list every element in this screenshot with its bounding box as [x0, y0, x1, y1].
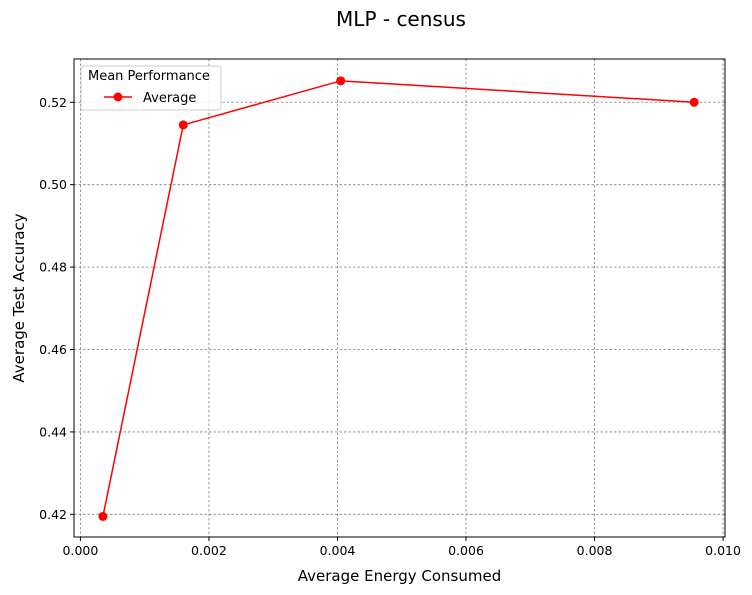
y-axis-label: Average Test Accuracy: [10, 213, 28, 382]
x-tick-label: 0.008: [577, 543, 613, 558]
grid-lines: [74, 59, 725, 537]
y-tick-label: 0.42: [39, 507, 67, 522]
data-point: [336, 76, 346, 86]
y-tick-label: 0.46: [39, 342, 67, 357]
y-tick-label: 0.44: [39, 424, 67, 439]
x-tick-label: 0.010: [705, 543, 741, 558]
legend: Mean Performance Average: [80, 65, 222, 111]
legend-title: Mean Performance: [88, 69, 210, 84]
x-tick-label: 0.006: [448, 543, 484, 558]
data-point: [689, 97, 699, 107]
legend-marker-swatch: [113, 92, 123, 102]
x-axis-label: Average Energy Consumed: [298, 567, 502, 585]
y-tick-label: 0.50: [39, 177, 67, 192]
axis-ticks: 0.000 0.002 0.004 0.006 0.008 0.010 0.42 0.44 0.…: [39, 95, 741, 558]
x-tick-label: 0.000: [63, 543, 99, 558]
chart-title: MLP - census: [336, 7, 466, 31]
data-point: [178, 120, 188, 130]
y-tick-label: 0.52: [39, 95, 67, 110]
x-tick-label: 0.004: [320, 543, 356, 558]
plot-frame: [73, 58, 726, 538]
x-tick-label: 0.002: [191, 543, 227, 558]
y-tick-label: 0.48: [39, 260, 67, 275]
legend-entry-average: Average: [143, 91, 196, 106]
series-line: [102, 80, 695, 517]
data-point: [98, 511, 108, 521]
plot-series: [98, 76, 699, 521]
